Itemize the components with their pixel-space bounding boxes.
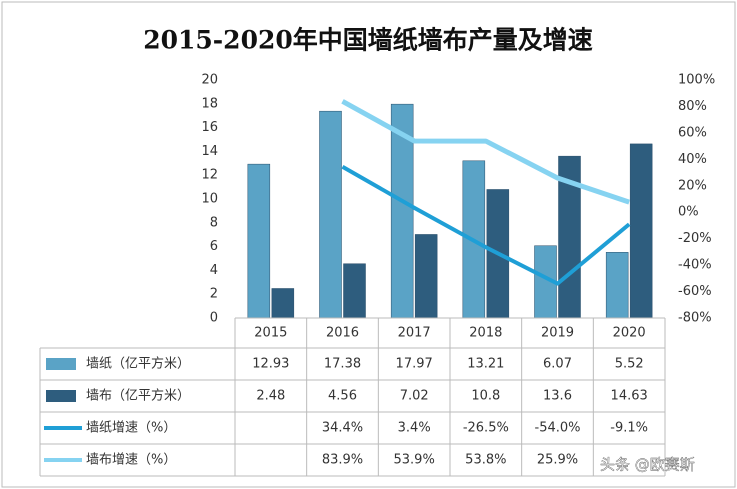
y-tick-label: 6 — [210, 239, 218, 254]
legend-label: 墙纸增速（%） — [86, 421, 176, 436]
y-tick-label: 20 — [201, 73, 218, 88]
legend-label: 墙布增速（%） — [86, 453, 176, 468]
y-tick-label: 16 — [201, 120, 218, 135]
x-tick-label: 2020 — [613, 326, 646, 341]
y-tick-label: 12 — [201, 168, 218, 183]
bar — [605, 252, 629, 319]
y-tick-label: 14 — [201, 144, 218, 159]
y-tick-label: 4 — [210, 263, 218, 278]
table-cell: 83.9% — [322, 453, 363, 468]
y-tick-label: 8 — [210, 215, 218, 230]
line — [341, 99, 630, 205]
legend-swatch — [46, 390, 76, 402]
table-cell: 34.4% — [322, 421, 363, 436]
legend-label: 墙布（亿平方米） — [86, 388, 190, 404]
bar — [414, 234, 438, 319]
table-cell: 53.8% — [465, 453, 506, 468]
table-cell: 53.9% — [394, 453, 435, 468]
x-tick-label: 2019 — [541, 326, 574, 341]
bar — [343, 263, 366, 319]
bar — [271, 288, 295, 319]
table-cell: -9.1% — [610, 421, 648, 436]
table-cell: 14.63 — [611, 389, 648, 404]
legend-swatch — [46, 358, 76, 370]
y2-tick-label: 20% — [678, 178, 707, 193]
table-cell: 4.56 — [328, 389, 357, 404]
y2-tick-label: -40% — [678, 258, 712, 273]
y-tick-label: 18 — [201, 96, 218, 111]
y2-tick-label: -60% — [678, 284, 712, 299]
watermark: 头条 @欧赛斯 — [600, 456, 695, 474]
bar — [247, 163, 271, 319]
chart-title: 2015-2020年中国墙纸墙布产量及增速 — [143, 26, 593, 55]
bar — [319, 110, 342, 319]
table-cell: 13.21 — [467, 357, 504, 372]
table-cell: 6.07 — [543, 357, 572, 372]
table-cell: 17.38 — [324, 357, 361, 372]
x-tick-label: 2016 — [326, 326, 359, 341]
y2-tick-label: 40% — [678, 152, 707, 167]
line — [341, 165, 631, 286]
x-tick-label: 2015 — [254, 326, 287, 341]
y-tick-label: 10 — [201, 192, 218, 207]
table-cell: 5.52 — [615, 357, 644, 372]
bar — [629, 143, 653, 319]
y2-tick-label: 80% — [678, 99, 707, 114]
table-cell: 12.93 — [252, 357, 289, 372]
table-cell: 13.6 — [543, 389, 572, 404]
y2-tick-label: -20% — [678, 231, 712, 246]
table-cell: 10.8 — [471, 389, 500, 404]
table-cell: 17.97 — [396, 357, 433, 372]
y2-tick-label: 60% — [678, 125, 707, 140]
y2-tick-label: -80% — [678, 311, 712, 326]
table-cell: 2.48 — [256, 389, 285, 404]
table-cell: 7.02 — [400, 389, 429, 404]
table-cell: 25.9% — [537, 453, 578, 468]
y2-tick-label: 100% — [678, 73, 715, 88]
y2-tick-label: 0% — [678, 205, 699, 220]
table-cell: -26.5% — [463, 421, 509, 436]
table-cell: 3.4% — [398, 421, 431, 436]
x-tick-label: 2017 — [398, 326, 431, 341]
y-tick-label: 2 — [210, 287, 218, 302]
table-cell: -54.0% — [535, 421, 581, 436]
x-tick-label: 2018 — [469, 326, 502, 341]
legend-label: 墙纸（亿平方米） — [86, 356, 190, 372]
y-tick-label: 0 — [210, 311, 218, 326]
